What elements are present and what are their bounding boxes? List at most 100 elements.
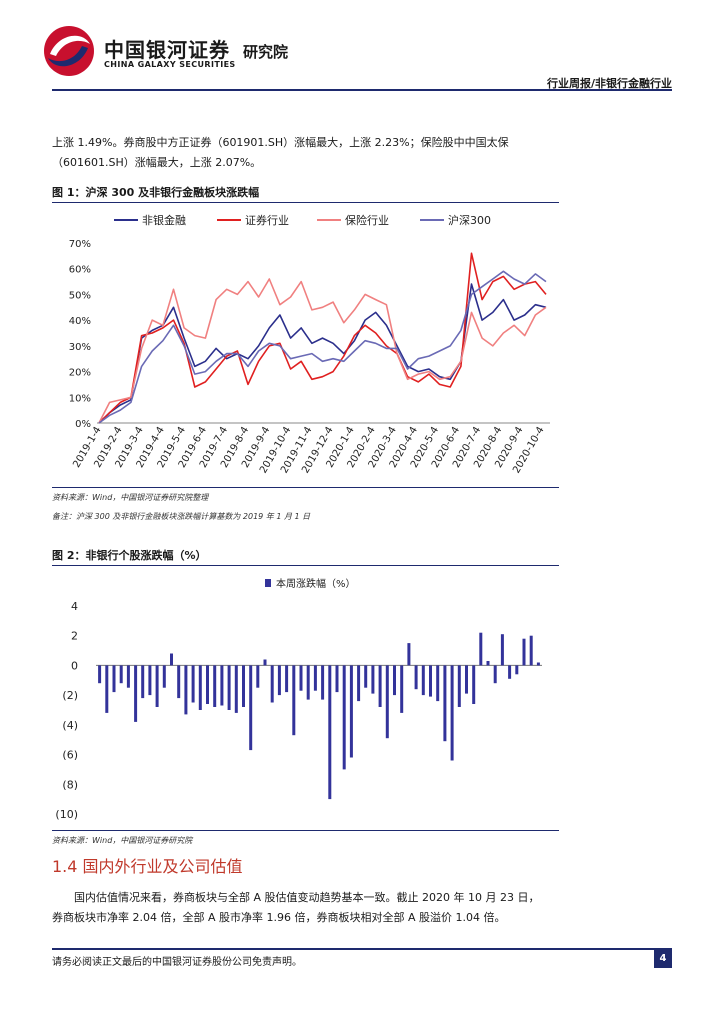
- bar-chart-bars: [98, 632, 540, 800]
- bar: [285, 665, 289, 693]
- bar: [436, 665, 440, 702]
- bar: [170, 653, 173, 666]
- bar: [536, 662, 540, 666]
- bar: [220, 665, 224, 706]
- bar: [479, 632, 483, 666]
- y-tick-label: (2): [62, 689, 78, 702]
- bar: [306, 665, 310, 700]
- document-type: 行业周报/非银行金融行业: [546, 77, 672, 90]
- section-line: 国内估值情况来看，券商板块与全部 A 股估值变动趋势基本一致。截止 2020 年…: [74, 891, 540, 904]
- research-institute-label: 研究院: [243, 43, 289, 61]
- figure1-remark: 备注：沪深 300 及非银行金融板块涨跌幅计算基数为 2019 年 1 月 1 …: [52, 512, 311, 521]
- bar: [385, 665, 389, 739]
- legend-item: 非银金融: [114, 213, 186, 227]
- bar: [349, 665, 353, 758]
- bar: [184, 665, 188, 715]
- figure2-source-rule: [52, 830, 559, 831]
- bar: [134, 665, 138, 722]
- bar: [270, 665, 274, 703]
- bar: [421, 665, 425, 696]
- header-divider: [52, 89, 672, 91]
- section-heading: 1.4 国内外行业及公司估值: [52, 857, 243, 876]
- bar: [126, 665, 130, 688]
- page-number: 4: [654, 950, 672, 968]
- section-line: 券商板块市净率 2.04 倍，全部 A 股市净率 1.96 倍，券商板块相对全部…: [52, 911, 506, 924]
- bar: [457, 665, 461, 707]
- bar: [105, 665, 109, 713]
- y-tick-label: 60%: [69, 265, 91, 276]
- bar: [472, 665, 476, 704]
- series-line: [98, 252, 547, 424]
- bar: [371, 665, 375, 694]
- bar: [443, 665, 447, 742]
- y-tick-label: 20%: [69, 368, 91, 379]
- logo-english-name: CHINA GALAXY SECURITIES: [104, 60, 236, 69]
- y-tick-label: 40%: [69, 316, 91, 327]
- bar: [177, 665, 181, 699]
- bar: [141, 665, 145, 699]
- legend-label: 非银金融: [142, 213, 186, 227]
- y-tick-label: 30%: [69, 342, 91, 353]
- figure1-title: 图 1：沪深 300 及非银行金融板块涨跌幅: [52, 184, 559, 203]
- bar: [148, 665, 152, 696]
- bar: [277, 665, 281, 696]
- figure2-source: 资料来源：Wind，中国银河证券研究院: [52, 836, 193, 845]
- bar: [227, 665, 231, 710]
- figure1-source-rule: [52, 487, 559, 488]
- line-chart-series: [98, 252, 547, 424]
- line-chart: 非银金融 证券行业 保险行业 沪深300 0% 10% 20% 30% 40% 50% 60% 70…: [69, 213, 550, 475]
- figure1-source: 资料来源：Wind，中国银河证券研究院整理: [52, 493, 209, 502]
- legend-label: 沪深300: [448, 213, 491, 227]
- bar: [119, 665, 123, 684]
- bar: [256, 665, 260, 688]
- y-tick-label: 0: [71, 659, 78, 672]
- body-line: （601601.SH）涨幅最大，上涨 2.07%。: [52, 156, 262, 169]
- bar: [493, 665, 497, 684]
- line-chart-axes: 0%10%20%30%40%50%60%70%2019-1-42019-2-42…: [69, 239, 550, 475]
- legend-item: 沪深300: [420, 213, 491, 227]
- logo-chinese-name: 中国银河证券: [104, 38, 230, 62]
- y-tick-label: (10): [55, 808, 78, 821]
- bar: [486, 661, 490, 666]
- bar: [242, 665, 245, 707]
- bar: [378, 665, 382, 707]
- galaxy-logo-icon: [44, 26, 94, 76]
- bar: [522, 638, 526, 666]
- bar: [429, 665, 432, 697]
- bar: [400, 665, 404, 713]
- bar: [465, 665, 468, 694]
- bar: [515, 665, 519, 675]
- bar: [414, 665, 418, 690]
- bar: [112, 665, 116, 693]
- bar-chart-legend: 本周涨跌幅（%）: [265, 577, 356, 590]
- bar: [292, 665, 296, 736]
- bar: [393, 665, 396, 696]
- bar: [234, 665, 238, 713]
- y-tick-label: (8): [62, 778, 78, 791]
- y-tick-label: 4: [71, 600, 78, 613]
- legend-label: 本周涨跌幅（%）: [276, 577, 356, 590]
- legend-swatch: [265, 579, 271, 587]
- y-tick-label: 50%: [69, 290, 91, 301]
- legend-label: 保险行业: [345, 213, 389, 227]
- series-line: [98, 283, 547, 424]
- section-paragraph-cont: 券商板块市净率 2.04 倍，全部 A 股市净率 1.96 倍，券商板块相对全部…: [52, 908, 672, 928]
- bar: [508, 665, 512, 679]
- bar: [364, 665, 368, 688]
- bar: [98, 665, 102, 684]
- y-tick-label: 0%: [75, 419, 91, 430]
- footer-divider: [52, 948, 672, 950]
- bar: [162, 665, 166, 688]
- bar: [198, 665, 202, 710]
- line-chart-legend: 非银金融 证券行业 保险行业 沪深300: [114, 213, 491, 227]
- bar-chart: 本周涨跌幅（%） 4 2 0 (2) (4) (6) (8) (10): [55, 577, 542, 821]
- figure2-title: 图 2：非银行个股涨跌幅（%）: [52, 547, 559, 566]
- bar: [335, 665, 339, 693]
- bar: [313, 665, 317, 691]
- body-paragraph: 上涨 1.49%。券商股中方正证券（601901.SH）涨幅最大，上涨 2.23…: [52, 133, 672, 173]
- legend-item: 保险行业: [317, 213, 389, 227]
- legend-label: 证券行业: [245, 213, 289, 227]
- legend-item: 本周涨跌幅（%）: [265, 577, 356, 590]
- body-line: 上涨 1.49%。券商股中方正证券（601901.SH）涨幅最大，上涨 2.23…: [52, 136, 509, 149]
- footer-disclaimer: 请务必阅读正文最后的中国银河证券股份公司免责声明。: [52, 957, 302, 968]
